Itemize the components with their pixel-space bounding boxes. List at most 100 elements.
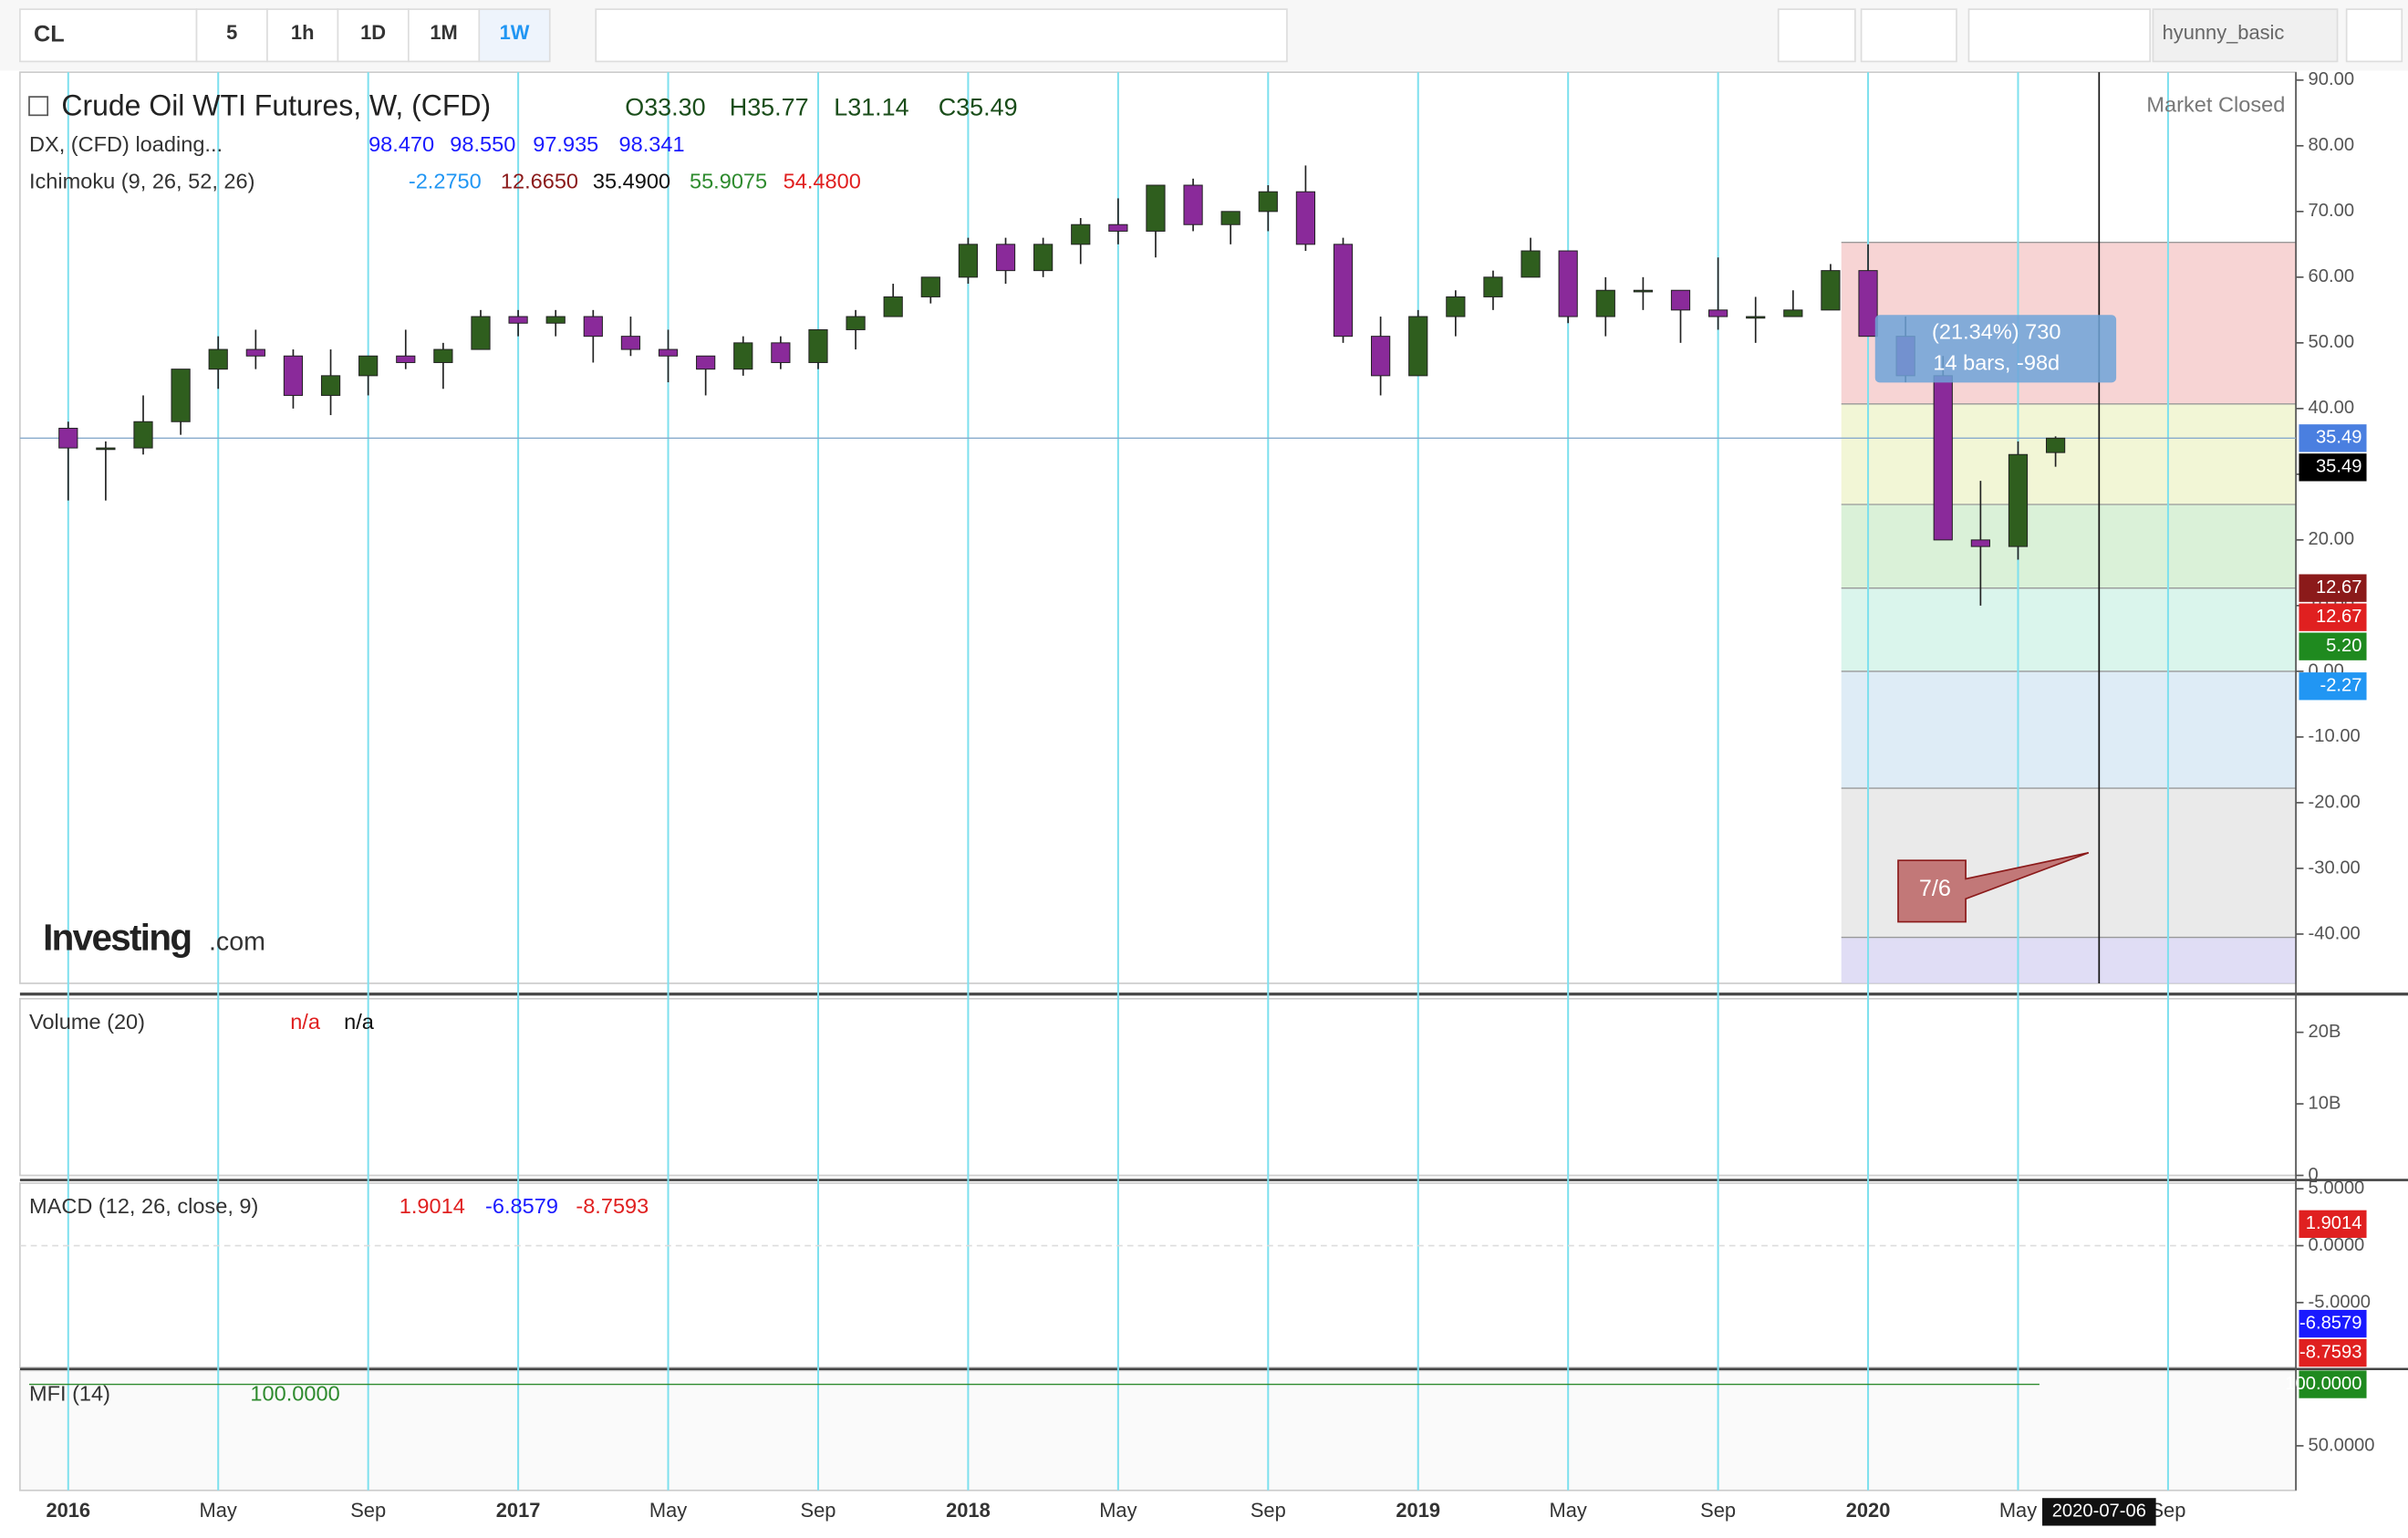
layout-button[interactable]: [1860, 8, 1957, 63]
fib-band: [1841, 504, 2297, 588]
candle-body: [995, 244, 1016, 272]
candle-body: [283, 355, 304, 396]
pane-value: -6.8579: [485, 1194, 558, 1218]
pane-value: 1.9014: [400, 1194, 465, 1218]
tool-buttons[interactable]: [595, 8, 1288, 63]
interval-label[interactable]: 1D: [360, 21, 386, 44]
y-tick-label: 50.0000: [2309, 1435, 2375, 1455]
indicator-value: 97.935: [533, 132, 598, 156]
user-box[interactable]: [2152, 8, 2339, 63]
interval-label[interactable]: 1h: [291, 21, 315, 44]
price-badge: [2299, 672, 2367, 701]
y-tick-label: 50.00: [2309, 332, 2355, 352]
candle-body: [1333, 244, 1354, 338]
price-badge: [2299, 632, 2367, 660]
candle-body: [1483, 276, 1503, 297]
candle-body: [1633, 289, 1653, 293]
y-tick-label: 10B: [2309, 1093, 2341, 1113]
y-tick-label: 70.00: [2309, 201, 2355, 221]
indicator-value: 54.4800: [784, 170, 861, 193]
candle-body: [1033, 244, 1054, 272]
candle-body: [1146, 184, 1166, 232]
pane-frame: [19, 1182, 2297, 1368]
price-badge-label: -2.27: [2320, 676, 2361, 696]
callout-shape: [1897, 851, 2090, 923]
candle-body: [1220, 211, 1240, 225]
chart-title: Crude Oil WTI Futures, W, (CFD): [61, 88, 491, 121]
cloud-buttons[interactable]: [1967, 8, 2151, 63]
interval-button[interactable]: [266, 8, 339, 63]
candle-body: [1595, 289, 1615, 317]
price-badge: [2299, 603, 2367, 631]
x-tick-label: May: [1999, 1499, 2037, 1522]
indicator-value: 55.9075: [690, 170, 767, 193]
candle-body: [696, 355, 716, 370]
price-badge: [2299, 453, 2367, 482]
candle-body: [358, 355, 379, 377]
interval-button[interactable]: [408, 8, 481, 63]
candle-body: [58, 427, 78, 449]
y-tick-label: 0.0000: [2309, 1235, 2365, 1255]
candle-body: [733, 342, 753, 370]
pane-value: n/a: [290, 1010, 321, 1034]
user-name[interactable]: hyunny_basic: [2163, 21, 2285, 44]
x-tick-label: May: [1099, 1499, 1137, 1522]
y-tick-label: -20.00: [2309, 792, 2361, 812]
price-badge-label: 12.67: [2316, 607, 2362, 627]
fib-band: [1841, 670, 2297, 789]
symbol-box[interactable]: [19, 8, 198, 63]
ohlc-readout: O33.30: [625, 94, 705, 121]
interval-label[interactable]: 1M: [430, 21, 457, 44]
x-tick-label: May: [649, 1499, 687, 1522]
fullscreen-button[interactable]: [2345, 8, 2403, 63]
interval-label[interactable]: 5: [226, 21, 237, 44]
candle-body: [1295, 191, 1316, 245]
cursor-date-box: [2042, 1498, 2156, 1526]
candle-body: [1933, 375, 1953, 541]
x-tick-label: 2019: [1396, 1499, 1440, 1522]
x-tick-label: Sep: [1700, 1499, 1736, 1522]
candle-body: [1408, 316, 1428, 377]
collapse-box[interactable]: [28, 96, 49, 117]
market-status: Market Closed: [2146, 92, 2285, 116]
candle-body: [1183, 184, 1203, 225]
interval-button[interactable]: [337, 8, 410, 63]
measure-text: (21.34%) 730: [1932, 320, 2060, 344]
y-tick-label: -10.00: [2309, 726, 2361, 746]
x-tick-label: 2016: [46, 1499, 90, 1522]
candle-body: [1521, 250, 1541, 278]
x-tick-label: May: [200, 1499, 237, 1522]
candle-body: [1746, 316, 1766, 319]
cursor-date: 2020-07-06: [2052, 1502, 2146, 1522]
candle-body: [2008, 453, 2029, 547]
callout-text: 7/6: [1919, 876, 1951, 901]
candle-body: [133, 421, 153, 449]
candle-body: [1783, 309, 1803, 317]
candle-body: [1821, 270, 1841, 311]
y-tick-label: -30.00: [2309, 857, 2361, 878]
candle-body: [771, 342, 791, 363]
candle-body: [1371, 336, 1391, 377]
y-tick-label: 40.00: [2309, 398, 2355, 418]
indicator-value: 98.341: [619, 132, 685, 156]
measure-box: [1874, 315, 2117, 383]
candle-body: [808, 328, 828, 363]
candle-body: [245, 348, 265, 357]
candle-body: [1970, 539, 1990, 547]
symbol[interactable]: CL: [34, 21, 65, 47]
candle-body: [1071, 223, 1091, 245]
indicator-value: 12.6650: [501, 170, 578, 193]
candle-body: [1858, 270, 1878, 338]
interval-label[interactable]: 1W: [500, 21, 530, 44]
x-tick-label: 2017: [496, 1499, 541, 1522]
candle-body: [958, 244, 979, 278]
interval-button[interactable]: [478, 8, 551, 63]
candle-body: [1670, 289, 1691, 311]
snapshot-button[interactable]: [1777, 8, 1856, 63]
brand: Investing: [43, 916, 191, 958]
candle-body: [96, 447, 116, 451]
y-tick-label: 0: [2309, 1165, 2319, 1185]
candle-body: [433, 348, 453, 363]
fib-band: [1841, 587, 2297, 671]
